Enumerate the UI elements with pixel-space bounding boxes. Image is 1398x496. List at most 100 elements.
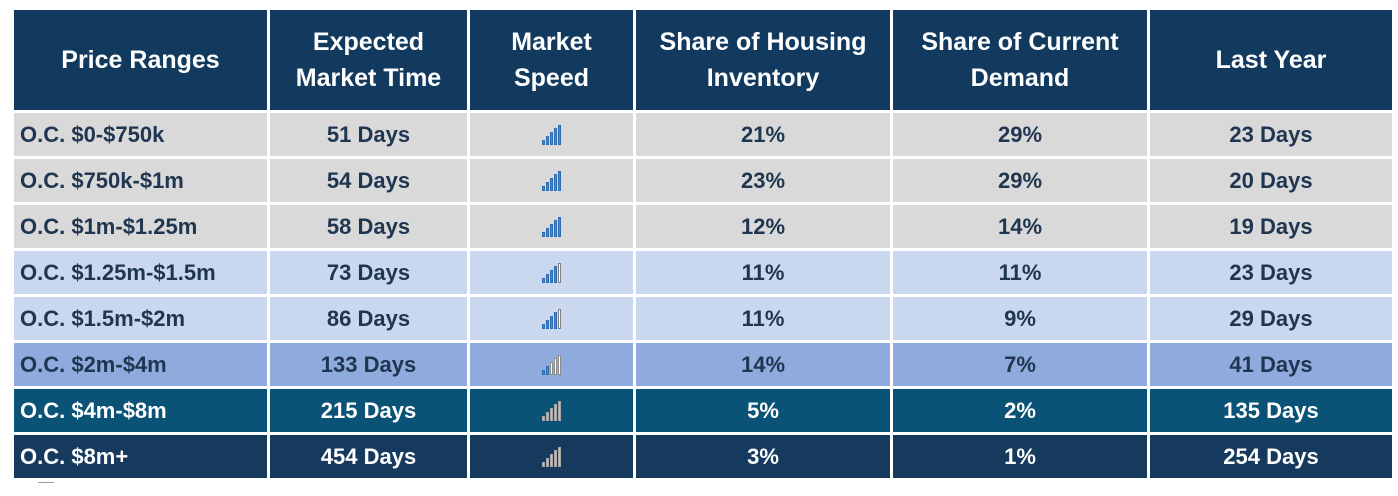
signal-bar [558, 124, 561, 145]
signal-bar [542, 231, 545, 237]
cell-inventory-share: 11% [636, 297, 893, 340]
header-last-year: Last Year [1215, 46, 1327, 74]
cell-inventory-share: 23% [636, 159, 893, 202]
cell-market-speed [470, 205, 636, 248]
signal-bar [554, 311, 557, 329]
cell-inventory-share: 5% [636, 389, 893, 432]
header-share-inventory: Share of Housing Inventory [636, 10, 893, 110]
table-row: O.C. $750k-$1m 54 Days 23% 29% 20 Days [14, 159, 1392, 205]
signal-bar [554, 265, 557, 283]
market-time-table: Price Ranges Expected Market Time Market… [14, 10, 1392, 481]
table-row: O.C. $1.5m-$2m 86 Days 11% 9% 29 Days [14, 297, 1392, 343]
signal-bar [546, 411, 549, 421]
cell-last-year: 19 Days [1229, 213, 1313, 239]
cell-inventory-share: 11% [636, 251, 893, 294]
signal-bars-icon [542, 170, 561, 191]
signal-bar [558, 262, 561, 283]
signal-bar [558, 446, 561, 467]
table-body: O.C. $0-$750k 51 Days 21% 29% 23 Days O.C. $7… [14, 113, 1392, 481]
table-header: Price Ranges Expected Market Time Market… [14, 10, 1392, 113]
cell-market-speed [470, 297, 636, 340]
cell-market-time: 54 Days [270, 159, 470, 202]
signal-bars-icon [542, 262, 561, 283]
signal-bar [558, 400, 561, 421]
cell-last-year: 29 Days [1229, 305, 1313, 331]
cell-market-time: 454 Days [270, 435, 470, 478]
cell-last-year: 23 Days [1229, 259, 1313, 285]
signal-bars-icon [542, 446, 561, 467]
cell-demand-share: 14% [893, 205, 1150, 248]
signal-bar [542, 461, 545, 467]
cell-price-range: O.C. $4m-$8m [14, 389, 270, 432]
signal-bar [542, 277, 545, 283]
table-row: O.C. $0-$750k 51 Days 21% 29% 23 Days [14, 113, 1392, 159]
signal-bar [554, 357, 557, 375]
signal-bar [558, 216, 561, 237]
signal-bars-icon [542, 216, 561, 237]
cell-last-year: 135 Days [1223, 397, 1319, 423]
signal-bar [550, 177, 553, 191]
signal-bar [550, 407, 553, 421]
signal-bar [558, 354, 561, 375]
header-expected-market-time: Expected Market Time [270, 10, 470, 110]
signal-bar [554, 127, 557, 145]
table-row: O.C. $4m-$8m 215 Days 5% 2% 135 Days [14, 389, 1392, 435]
cell-market-time: 73 Days [270, 251, 470, 294]
signal-bars-icon [542, 400, 561, 421]
signal-bar [558, 170, 561, 191]
signal-bar [542, 323, 545, 329]
signal-bar [550, 269, 553, 283]
cell-market-speed [470, 343, 636, 386]
signal-bar [558, 308, 561, 329]
table-row: O.C. $2m-$4m 133 Days 14% 7% 41 Days [14, 343, 1392, 389]
cell-price-range: O.C. $8m+ [14, 435, 270, 478]
signal-bar [546, 365, 549, 375]
cell-market-speed [470, 389, 636, 432]
signal-bars-icon [542, 124, 561, 145]
cell-demand-share: 2% [893, 389, 1150, 432]
signal-bar [542, 185, 545, 191]
cell-inventory-share: 12% [636, 205, 893, 248]
cell-demand-share: 7% [893, 343, 1150, 386]
cell-market-time: 86 Days [270, 297, 470, 340]
cell-inventory-share: 14% [636, 343, 893, 386]
cell-market-speed [470, 251, 636, 294]
cell-market-time: 51 Days [270, 113, 470, 156]
signal-bar [550, 223, 553, 237]
cell-inventory-share: 21% [636, 113, 893, 156]
cell-inventory-share: 3% [636, 435, 893, 478]
signal-bar [542, 369, 545, 375]
header-share-demand: Share of Current Demand [893, 10, 1150, 110]
signal-bar [546, 181, 549, 191]
signal-bar [542, 139, 545, 145]
cell-market-speed [470, 159, 636, 202]
cell-market-speed [470, 113, 636, 156]
cell-price-range: O.C. $1.25m-$1.5m [14, 251, 270, 294]
signal-bar [546, 319, 549, 329]
cell-demand-share: 9% [893, 297, 1150, 340]
signal-bar [546, 135, 549, 145]
signal-bars-icon [542, 308, 561, 329]
signal-bars-icon [542, 354, 561, 375]
table-row: O.C. $1.25m-$1.5m 73 Days 11% 11% 23 Days [14, 251, 1392, 297]
header-price-ranges: Price Ranges [14, 10, 270, 110]
signal-bar [554, 219, 557, 237]
cell-demand-share: 11% [893, 251, 1150, 294]
header-market-speed: Market Speed [470, 10, 636, 110]
cell-demand-share: 29% [893, 113, 1150, 156]
cell-last-year: 23 Days [1229, 121, 1313, 147]
cell-demand-share: 29% [893, 159, 1150, 202]
signal-bar [542, 415, 545, 421]
signal-bar [554, 403, 557, 421]
cell-price-range: O.C. $2m-$4m [14, 343, 270, 386]
cell-market-speed [470, 435, 636, 478]
cell-market-time: 215 Days [270, 389, 470, 432]
signal-bar [546, 227, 549, 237]
cell-demand-share: 1% [893, 435, 1150, 478]
table-row: O.C. $1m-$1.25m 58 Days 12% 14% 19 Days [14, 205, 1392, 251]
cell-market-time: 133 Days [270, 343, 470, 386]
cell-price-range: O.C. $1.5m-$2m [14, 297, 270, 340]
signal-bar [554, 173, 557, 191]
cell-market-time: 58 Days [270, 205, 470, 248]
signal-bar [550, 453, 553, 467]
